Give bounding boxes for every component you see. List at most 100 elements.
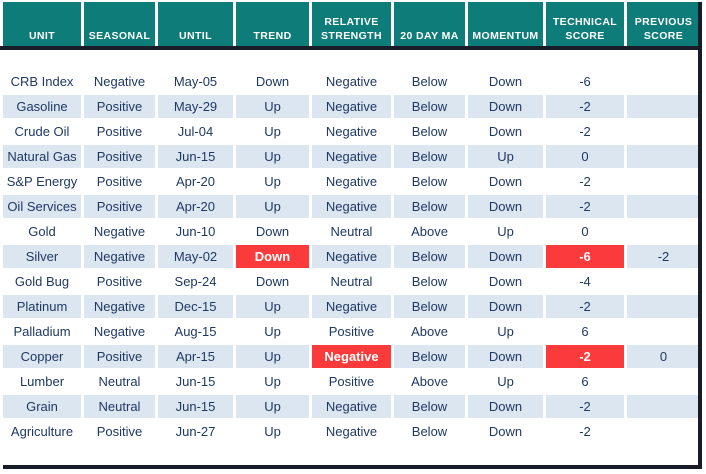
cell-technical-score: 6 <box>581 324 589 339</box>
table-row: Crude Oil Positive Jul-04 Up Negative Below Do… <box>3 120 700 143</box>
cell-seasonal: Negative <box>84 245 155 268</box>
cell-trend: Up <box>236 295 309 318</box>
cell-relative-strength: Negative <box>312 345 391 368</box>
cell-relative-strength: Neutral <box>330 274 373 289</box>
cell-relative-strength: Negative <box>325 74 378 89</box>
cell-relative-strength: Negative <box>325 174 378 189</box>
cell-trend: Up <box>264 374 281 389</box>
cell-momentum: Up <box>497 324 514 339</box>
cell-seasonal: Positive <box>84 195 155 218</box>
cell-until: Jun-15 <box>175 374 216 389</box>
cell-until: Sep-24 <box>174 274 217 289</box>
cell-until: Jun-27 <box>175 424 216 439</box>
cell-until: Jun-15 <box>158 395 233 418</box>
cell-unit: Gold <box>28 224 56 239</box>
spacer-cell <box>158 51 233 68</box>
cell-until: Aug-15 <box>174 324 217 339</box>
cell-trend: Up <box>264 124 281 139</box>
header-cell-trend: TREND <box>236 2 309 49</box>
cell-momentum: Down <box>468 345 543 368</box>
cell-trend: Down <box>255 274 290 289</box>
cell-relative-strength: Negative <box>325 424 378 439</box>
cell-ma20: Below <box>394 395 465 418</box>
cell-seasonal: Positive <box>96 124 143 139</box>
cell-until: Jun-10 <box>175 224 216 239</box>
cell-previous-score <box>627 95 700 118</box>
table-row: Copper Positive Apr-15 Up Negative Below Down -… <box>3 345 700 368</box>
cell-ma20: Below <box>394 245 465 268</box>
bottom-spacer-row <box>3 445 700 456</box>
spacer-cell <box>236 51 309 68</box>
table-row: Silver Negative May-02 Down Negative Below Dow… <box>3 245 700 268</box>
cell-technical-score: -2 <box>546 295 624 318</box>
cell-ma20: Below <box>394 295 465 318</box>
table-row: Lumber Neutral Jun-15 Up Positive Above Up 6 <box>3 370 700 393</box>
spacer-cell <box>158 445 233 456</box>
cell-ma20: Below <box>394 145 465 168</box>
cell-unit: Lumber <box>19 374 65 389</box>
cell-technical-score: -2 <box>579 174 591 189</box>
table-row: Gold Negative Jun-10 Down Neutral Above Up 0 <box>3 220 700 243</box>
cell-trend: Up <box>264 174 281 189</box>
header-cell-seasonal: SEASONAL <box>84 2 155 49</box>
cell-seasonal: Negative <box>93 224 146 239</box>
cell-momentum: Down <box>488 424 523 439</box>
cell-technical-score: -2 <box>579 424 591 439</box>
spacer-cell <box>546 445 624 456</box>
cell-until: Jun-15 <box>158 145 233 168</box>
cell-previous-score <box>627 320 700 343</box>
header-underline <box>0 46 702 50</box>
cell-until: Apr-20 <box>175 174 216 189</box>
cell-previous-score <box>627 395 700 418</box>
cell-unit: Gold Bug <box>14 274 70 289</box>
spacer-cell <box>84 445 155 456</box>
cell-unit: Crude Oil <box>14 124 70 139</box>
spacer-cell <box>394 445 465 456</box>
cell-unit: Oil Services <box>3 195 81 218</box>
cell-seasonal: Neutral <box>84 395 155 418</box>
table-row: Natural Gas Positive Jun-15 Up Negative Below… <box>3 145 700 168</box>
cell-ma20: Below <box>394 195 465 218</box>
table-row: Platinum Negative Dec-15 Up Negative Below Dow… <box>3 295 700 318</box>
cell-trend: Down <box>236 245 309 268</box>
cell-momentum: Down <box>488 274 523 289</box>
spacer-cell <box>312 51 391 68</box>
cell-seasonal: Positive <box>96 424 143 439</box>
cell-seasonal: Positive <box>96 274 143 289</box>
cell-unit: Grain <box>3 395 81 418</box>
cell-technical-score: -6 <box>546 245 624 268</box>
header-cell-until: UNTIL <box>158 2 233 49</box>
cell-technical-score: -2 <box>546 195 624 218</box>
cell-technical-score: 6 <box>581 374 589 389</box>
cell-previous-score <box>627 370 700 393</box>
cell-unit: Copper <box>3 345 81 368</box>
header-spacer-row <box>3 51 700 68</box>
header-cell-relative-strength: RELATIVE STRENGTH <box>312 2 391 49</box>
cell-ma20: Below <box>394 345 465 368</box>
cell-seasonal: Positive <box>96 174 143 189</box>
cell-unit: Platinum <box>3 295 81 318</box>
cell-relative-strength: Negative <box>312 245 391 268</box>
cell-previous-score: -2 <box>627 245 700 268</box>
cell-momentum: Down <box>488 174 523 189</box>
cell-ma20: Below <box>411 174 448 189</box>
cell-momentum: Up <box>497 224 514 239</box>
cell-unit: Natural Gas <box>3 145 81 168</box>
spacer-cell <box>546 51 624 68</box>
cell-unit: Agriculture <box>10 424 74 439</box>
cell-seasonal: Positive <box>84 145 155 168</box>
table-row: Grain Neutral Jun-15 Up Negative Below Down -2 <box>3 395 700 418</box>
cell-relative-strength: Negative <box>312 145 391 168</box>
cell-seasonal: Negative <box>93 324 146 339</box>
cell-until: Jul-04 <box>177 124 214 139</box>
header-cell-momentum: MOMENTUM <box>468 2 543 49</box>
cell-relative-strength: Positive <box>328 324 375 339</box>
cell-trend: Up <box>264 324 281 339</box>
table-row: CRB Index Negative May-05 Down Negative Below… <box>3 70 700 93</box>
cell-seasonal: Positive <box>84 345 155 368</box>
cell-seasonal: Negative <box>84 295 155 318</box>
spacer-cell <box>3 445 81 456</box>
cell-trend: Up <box>236 145 309 168</box>
cell-ma20: Below <box>411 124 448 139</box>
spacer-cell <box>627 445 700 456</box>
